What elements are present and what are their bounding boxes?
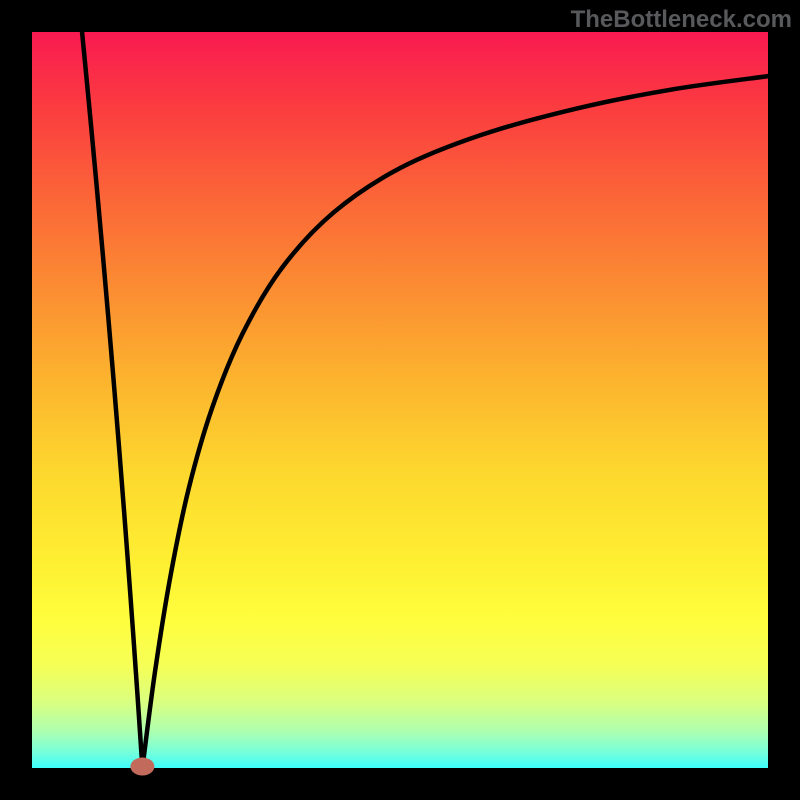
- right-branch-path: [142, 76, 768, 768]
- curve-svg: [32, 32, 768, 768]
- vertex-marker: [130, 758, 154, 776]
- watermark-text: TheBottleneck.com: [571, 6, 792, 34]
- left-branch-path: [82, 32, 142, 768]
